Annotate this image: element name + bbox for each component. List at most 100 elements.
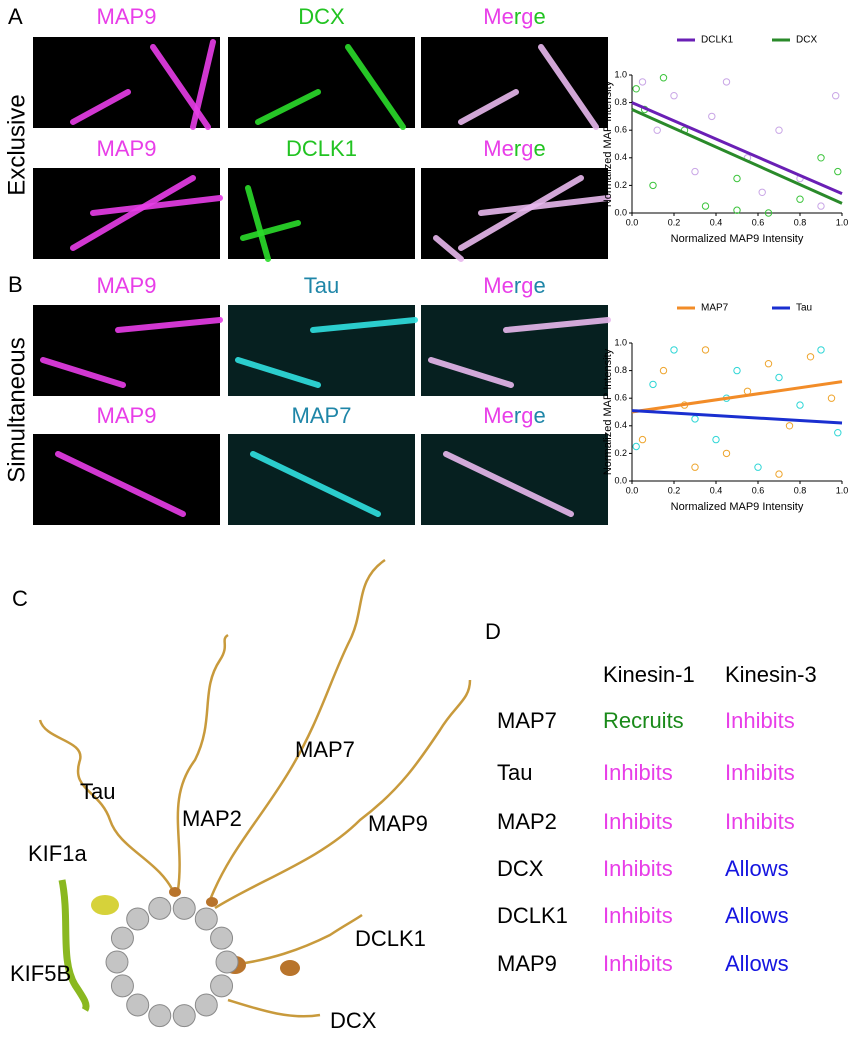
filament: [235, 357, 321, 388]
effect-cell: Inhibits: [603, 951, 673, 976]
tubulin: [110, 926, 134, 950]
row-header: DCLK1: [497, 903, 568, 928]
merge-label: Merge: [483, 136, 545, 161]
scatter-point: [632, 85, 640, 93]
scatter-point: [832, 92, 840, 100]
micrograph: [33, 168, 223, 259]
x-axis-label: Normalized MAP9 Intensity: [671, 501, 804, 513]
micrograph-bg: [33, 305, 220, 396]
kif1a-motor: [91, 895, 119, 915]
merge-letter: M: [483, 273, 501, 298]
scatter-point: [712, 435, 720, 444]
row-header: Tau: [497, 760, 532, 785]
micrograph: [421, 168, 611, 262]
merge-label: Merge: [483, 273, 545, 298]
trend-line: [631, 101, 843, 196]
condition-label: Simultaneous: [3, 337, 30, 482]
filament: [55, 451, 186, 517]
legend-label: DCLK1: [701, 35, 734, 46]
filament: [240, 220, 301, 241]
filament: [345, 44, 406, 130]
dcx-strand: [227, 998, 321, 1018]
scatter-point: [708, 112, 716, 121]
micrograph-bg: [228, 434, 415, 525]
micrograph-bg: [33, 37, 220, 128]
y-tick-label: 1.0: [614, 69, 627, 79]
merge-letter: e: [502, 273, 514, 298]
effect-cell: Allows: [725, 951, 789, 976]
merge-letter: r: [514, 273, 521, 298]
scatter-point: [670, 92, 678, 100]
scatter-point: [653, 126, 661, 134]
filament: [115, 317, 223, 333]
scatter-point: [649, 380, 657, 389]
scatter-point: [817, 154, 825, 162]
channel-label: MAP7: [292, 403, 352, 428]
micrograph: [33, 37, 220, 130]
filament: [245, 185, 271, 262]
filament: [90, 195, 223, 216]
structure-label: DCLK1: [355, 926, 426, 951]
filament: [433, 235, 464, 262]
scatter-point: [722, 449, 731, 458]
structure-label: DCX: [330, 1008, 377, 1033]
y-tick-label: 0.8: [614, 365, 627, 375]
structure-label: KIF5B: [10, 961, 71, 986]
scatter-point: [775, 126, 783, 134]
effect-cell: Inhibits: [725, 708, 795, 733]
scatter-point: [659, 366, 668, 375]
channel-label: MAP9: [97, 4, 157, 29]
microtubule-ring: [105, 896, 239, 1028]
merge-letter: g: [521, 403, 533, 428]
x-tick-label: 1.0: [836, 217, 849, 227]
y-tick-label: 0.6: [614, 125, 627, 135]
y-tick-label: 0.8: [614, 97, 627, 107]
micrograph: [228, 434, 415, 525]
map-blob: [169, 887, 181, 897]
filament: [458, 89, 519, 125]
scatter-point: [691, 167, 699, 176]
tubulin: [148, 896, 172, 920]
effect-cell: Inhibits: [603, 809, 673, 834]
dclk1-strand: [231, 913, 363, 967]
column-header: Kinesin-3: [725, 662, 817, 687]
filament: [255, 89, 321, 125]
micrograph: [421, 434, 608, 525]
scatter-point: [701, 346, 710, 354]
trend-line: [631, 409, 843, 425]
structure-label: MAP9: [368, 811, 428, 836]
merge-letter: e: [502, 4, 514, 29]
scatter-point: [775, 373, 783, 382]
legend-label: Tau: [796, 303, 812, 314]
micrograph-bg: [421, 434, 608, 525]
filament: [70, 89, 131, 125]
tau-strand: [38, 719, 177, 896]
effect-cell: Inhibits: [725, 809, 795, 834]
effect-cell: Inhibits: [603, 760, 673, 785]
y-tick-label: 0.4: [614, 152, 627, 162]
filament: [503, 317, 611, 333]
micrograph-bg: [228, 305, 415, 396]
merge-letter: e: [502, 403, 514, 428]
panel-label: B: [8, 272, 23, 297]
filament: [70, 175, 196, 251]
scatter-point: [670, 346, 678, 354]
structure-label: KIF1a: [28, 841, 87, 866]
micrograph: [228, 168, 415, 262]
effect-cell: Recruits: [603, 708, 684, 733]
micrograph-bg: [228, 37, 415, 128]
filament: [40, 357, 126, 388]
effect-cell: Allows: [725, 856, 789, 881]
filament: [428, 357, 514, 388]
row-header: MAP7: [497, 708, 557, 733]
legend-label: DCX: [796, 35, 817, 46]
scatter-point: [659, 74, 668, 82]
channel-label: MAP9: [97, 273, 157, 298]
merge-letter: r: [514, 4, 521, 29]
merge-letter: M: [483, 136, 501, 161]
merge-letter: r: [514, 136, 521, 161]
map2-strand: [176, 633, 229, 891]
tubulin: [110, 974, 134, 998]
merge-label: Merge: [483, 4, 545, 29]
map-blob: [280, 960, 300, 976]
